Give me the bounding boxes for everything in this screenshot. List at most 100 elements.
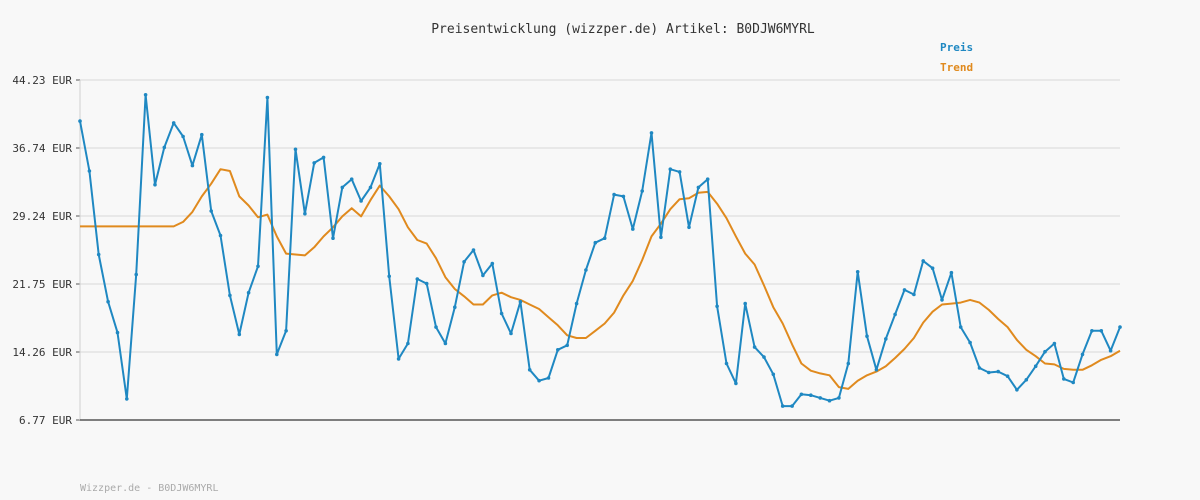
data-point xyxy=(1005,374,1010,379)
data-point xyxy=(190,163,195,168)
data-point xyxy=(574,301,579,306)
data-point xyxy=(237,332,242,337)
data-point xyxy=(743,301,747,306)
data-point xyxy=(612,192,616,197)
data-point xyxy=(537,378,541,383)
y-tick-label: 44.23 EUR xyxy=(12,74,72,87)
data-point xyxy=(424,281,429,286)
y-tick-label: 14.26 EUR xyxy=(12,346,72,359)
data-point xyxy=(368,185,373,190)
y-axis-ticks: 44.23 EUR 36.74 EUR 29.24 EUR 21.75 EUR 14.2… xyxy=(12,74,80,427)
chart-series xyxy=(78,93,1122,408)
data-point xyxy=(977,366,982,370)
data-point xyxy=(1062,377,1066,381)
data-point xyxy=(1118,325,1122,329)
data-point xyxy=(218,233,223,238)
data-point xyxy=(1080,352,1085,357)
data-point xyxy=(96,252,101,257)
data-point xyxy=(443,341,448,346)
data-point xyxy=(584,268,588,272)
data-point xyxy=(556,348,560,352)
legend-item-trend: Trend xyxy=(940,61,973,74)
data-point xyxy=(200,132,204,137)
data-point xyxy=(256,264,260,269)
data-point xyxy=(696,185,701,190)
data-point xyxy=(996,369,1000,374)
data-point xyxy=(396,357,401,361)
data-point xyxy=(209,209,213,213)
data-point xyxy=(846,361,851,366)
data-point xyxy=(762,355,766,359)
data-point xyxy=(884,337,888,341)
data-point xyxy=(687,225,691,230)
y-tick-label: 21.75 EUR xyxy=(12,278,72,291)
data-point xyxy=(958,325,963,329)
data-point xyxy=(106,299,110,304)
data-point xyxy=(143,93,148,97)
data-point xyxy=(790,404,794,408)
data-point xyxy=(715,304,719,309)
series-line-preis xyxy=(79,93,1121,408)
data-point xyxy=(453,305,457,310)
data-point xyxy=(246,290,251,295)
data-point xyxy=(406,341,410,346)
data-point xyxy=(331,236,335,240)
data-point xyxy=(668,167,673,171)
data-point xyxy=(1090,329,1094,333)
data-point xyxy=(677,170,682,174)
chart-legend: Preis Trend xyxy=(940,41,973,74)
data-point xyxy=(1099,329,1104,333)
data-point xyxy=(181,134,185,139)
grid-lines xyxy=(80,79,1120,353)
data-point xyxy=(649,131,654,135)
data-point xyxy=(940,298,944,302)
footer-credit: Wizzper.de - B0DJW6MYRL xyxy=(80,483,218,494)
data-point xyxy=(359,199,363,203)
data-point xyxy=(481,273,485,278)
data-point xyxy=(349,177,354,181)
data-point xyxy=(949,270,954,275)
series-line-trend xyxy=(80,168,1121,390)
data-point xyxy=(659,235,663,240)
data-point xyxy=(734,381,738,386)
data-point xyxy=(780,404,785,408)
data-point xyxy=(818,396,822,400)
data-point xyxy=(930,266,935,271)
data-point xyxy=(171,121,176,125)
data-point xyxy=(509,331,513,336)
data-point xyxy=(1015,388,1019,392)
data-point xyxy=(162,145,167,150)
data-point xyxy=(912,292,916,297)
data-point xyxy=(78,119,82,123)
data-point xyxy=(602,236,607,240)
data-point xyxy=(115,330,120,335)
data-point xyxy=(855,270,860,274)
data-point xyxy=(1052,341,1057,346)
data-point xyxy=(921,259,925,263)
data-point xyxy=(321,155,326,160)
data-point xyxy=(1024,378,1029,382)
data-point xyxy=(527,368,532,372)
data-point xyxy=(490,261,495,266)
data-point xyxy=(518,299,523,304)
data-point xyxy=(387,274,392,279)
data-point xyxy=(434,325,438,329)
data-point xyxy=(284,329,288,333)
data-point xyxy=(593,240,598,245)
data-point xyxy=(471,248,476,252)
data-point xyxy=(125,397,129,401)
data-point xyxy=(799,392,804,397)
data-point xyxy=(752,345,757,349)
data-point xyxy=(902,288,907,292)
data-point xyxy=(968,340,972,345)
data-point xyxy=(87,169,92,173)
data-point xyxy=(228,293,232,298)
data-point xyxy=(546,376,551,380)
data-point xyxy=(893,312,897,317)
data-point xyxy=(874,368,879,372)
data-point xyxy=(265,95,270,100)
data-point xyxy=(293,147,298,152)
y-tick-label: 6.77 EUR xyxy=(19,414,72,427)
data-point xyxy=(340,185,345,190)
